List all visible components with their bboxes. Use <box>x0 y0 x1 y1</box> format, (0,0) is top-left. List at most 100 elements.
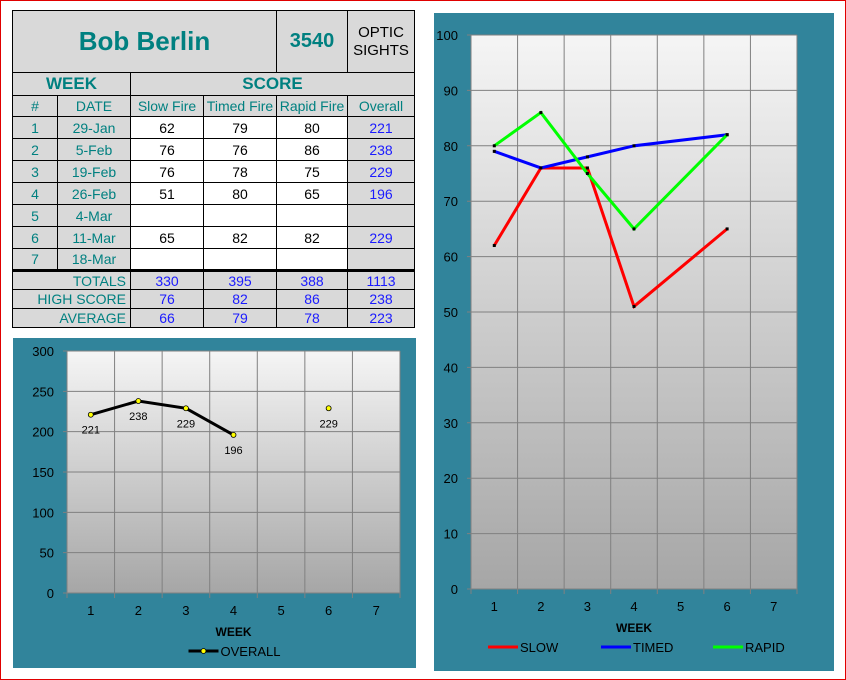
table-row: 2 5-Feb 76 76 86 238 <box>12 138 415 161</box>
x-tick-label: 2 <box>135 603 142 618</box>
cell-date[interactable]: 18-Mar <box>57 248 131 271</box>
cell-num[interactable]: 6 <box>12 226 58 249</box>
data-label: 229 <box>319 418 337 430</box>
cell-date[interactable]: 29-Jan <box>57 116 131 139</box>
col-date: DATE <box>57 95 131 117</box>
cell-slow[interactable]: 76 <box>130 160 204 183</box>
summary-rapid: 86 <box>276 289 348 309</box>
cell-date[interactable]: 11-Mar <box>57 226 131 249</box>
x-tick-label: 6 <box>724 599 731 614</box>
y-tick-label: 100 <box>436 28 458 43</box>
data-point <box>183 405 189 412</box>
cell-timed[interactable]: 80 <box>203 182 277 205</box>
cell-rapid[interactable]: 82 <box>276 226 348 249</box>
y-tick-label: 300 <box>32 344 54 359</box>
summary-label: AVERAGE <box>12 308 131 328</box>
y-tick-label: 50 <box>444 305 458 320</box>
y-tick-label: 150 <box>32 465 54 480</box>
cell-rapid[interactable] <box>276 204 348 227</box>
cell-overall[interactable]: 229 <box>347 160 415 183</box>
summary-rapid: 78 <box>276 308 348 328</box>
cell-timed[interactable]: 79 <box>203 116 277 139</box>
cell-slow[interactable]: 65 <box>130 226 204 249</box>
summary-timed: 82 <box>203 289 277 309</box>
cell-timed[interactable]: 76 <box>203 138 277 161</box>
cell-rapid[interactable]: 86 <box>276 138 348 161</box>
col-rapid: Rapid Fire <box>276 95 348 117</box>
fire-chart-panel: 0 10 20 30 40 50 60 70 80 90 100 1 2 3 4 5 6 7 WEEK SLOW TIM… <box>434 13 834 671</box>
x-tick-label: 4 <box>630 599 637 614</box>
x-tick-label: 6 <box>325 603 332 618</box>
data-label: 221 <box>82 425 100 437</box>
cell-overall[interactable] <box>347 204 415 227</box>
data-point <box>492 244 496 248</box>
cell-num[interactable]: 7 <box>12 248 58 271</box>
y-tick-label: 40 <box>444 360 458 375</box>
data-point <box>725 133 729 137</box>
data-point <box>325 405 332 412</box>
x-axis-title: WEEK <box>616 621 652 635</box>
cell-timed[interactable] <box>203 248 277 271</box>
cell-overall[interactable]: 221 <box>347 116 415 139</box>
cell-overall[interactable]: 196 <box>347 182 415 205</box>
x-tick-label: 5 <box>677 599 684 614</box>
col-num: # <box>12 95 58 117</box>
cell-timed[interactable] <box>203 204 277 227</box>
x-tick-label: 4 <box>230 603 237 618</box>
x-tick-label: 7 <box>770 599 777 614</box>
cell-timed[interactable]: 78 <box>203 160 277 183</box>
x-tick-label: 2 <box>537 599 544 614</box>
x-tick-label: 5 <box>277 603 284 618</box>
summary-timed: 79 <box>203 308 277 328</box>
legend-label: OVERALL <box>221 644 281 659</box>
legend-marker <box>200 648 207 654</box>
week-header: WEEK <box>12 72 131 96</box>
legend-label: TIMED <box>633 640 673 655</box>
data-point <box>585 166 589 170</box>
data-point <box>539 166 543 170</box>
x-tick-label: 7 <box>373 603 380 618</box>
cell-slow[interactable]: 62 <box>130 116 204 139</box>
cell-date[interactable]: 5-Feb <box>57 138 131 161</box>
cell-date[interactable]: 19-Feb <box>57 160 131 183</box>
cell-date[interactable]: 26-Feb <box>57 182 131 205</box>
cell-overall[interactable]: 229 <box>347 226 415 249</box>
data-point <box>492 149 496 153</box>
cell-num[interactable]: 2 <box>12 138 58 161</box>
cell-overall[interactable]: 238 <box>347 138 415 161</box>
cell-rapid[interactable] <box>276 248 348 271</box>
cell-timed[interactable]: 82 <box>203 226 277 249</box>
cell-num[interactable]: 3 <box>12 160 58 183</box>
data-point <box>492 144 496 148</box>
score-table: Bob Berlin 3540 OPTIC SIGHTS WEEK SCORE … <box>12 10 415 328</box>
summary-slow: 76 <box>130 289 204 309</box>
data-point <box>725 227 729 231</box>
summary-slow: 330 <box>130 270 204 290</box>
data-point <box>632 227 636 231</box>
col-overall: Overall <box>347 95 415 117</box>
col-timed: Timed Fire <box>203 95 277 117</box>
cell-slow[interactable]: 76 <box>130 138 204 161</box>
cell-num[interactable]: 4 <box>12 182 58 205</box>
summary-slow: 66 <box>130 308 204 328</box>
cell-rapid[interactable]: 75 <box>276 160 348 183</box>
legend-label: SLOW <box>520 640 559 655</box>
cell-num[interactable]: 5 <box>12 204 58 227</box>
cell-slow[interactable] <box>130 248 204 271</box>
y-tick-label: 20 <box>444 471 458 486</box>
y-tick-label: 250 <box>32 384 54 399</box>
y-tick-label: 70 <box>444 194 458 209</box>
summary-label: HIGH SCORE <box>12 289 131 309</box>
cell-rapid[interactable]: 80 <box>276 116 348 139</box>
cell-slow[interactable]: 51 <box>130 182 204 205</box>
cell-date[interactable]: 4-Mar <box>57 204 131 227</box>
y-tick-label: 100 <box>32 505 54 520</box>
cell-overall[interactable] <box>347 248 415 271</box>
table-row: 7 18-Mar <box>12 248 415 271</box>
cell-num[interactable]: 1 <box>12 116 58 139</box>
y-tick-label: 0 <box>47 586 54 601</box>
table-row: 6 11-Mar 65 82 82 229 <box>12 226 415 249</box>
cell-rapid[interactable]: 65 <box>276 182 348 205</box>
cell-slow[interactable] <box>130 204 204 227</box>
